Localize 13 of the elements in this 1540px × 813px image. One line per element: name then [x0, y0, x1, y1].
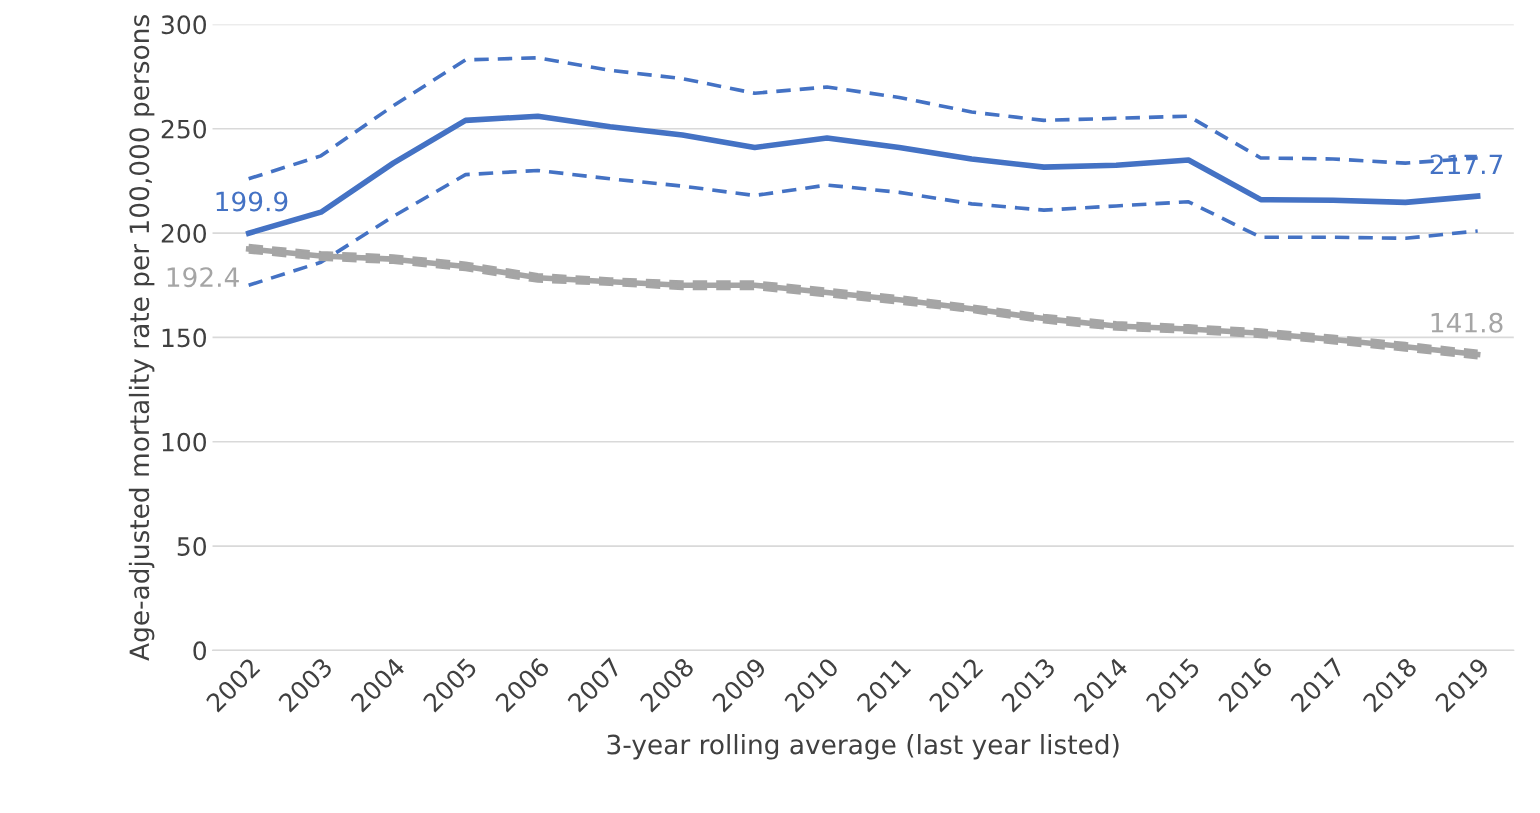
y-tick-label: 300	[161, 15, 206, 35]
data-label: 217.7	[1430, 154, 1503, 174]
y-tick-label: 200	[161, 224, 206, 243]
y-tick-label: 150	[162, 328, 206, 348]
y-tick-label: 250	[161, 119, 206, 139]
data-label: 141.8	[1431, 312, 1503, 333]
y-tick-label: 50	[177, 537, 206, 556]
y-tick-label: 100	[162, 432, 206, 452]
data-label: 192.4	[167, 267, 239, 288]
y-tick-label: 0	[193, 641, 206, 661]
data-label: 199.9	[216, 191, 288, 212]
y-axis-title: Age-adjusted mortality rate per 100,000 persons	[128, 15, 155, 661]
x-axis-title: 3-year rolling average (last year listed)	[607, 734, 1119, 760]
